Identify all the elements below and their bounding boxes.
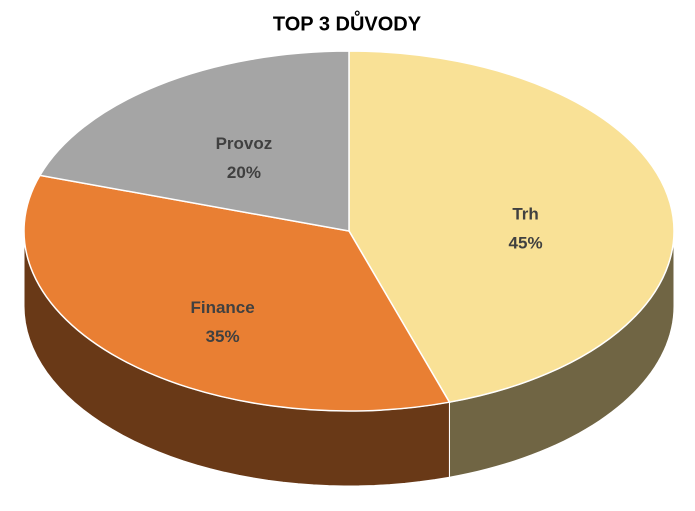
category-label: Trh bbox=[512, 205, 538, 224]
category-label: Provoz bbox=[216, 134, 273, 153]
slice bbox=[38, 50, 350, 232]
category-label: Finance bbox=[190, 298, 254, 317]
value-label: 20% bbox=[227, 163, 261, 182]
value-label: 35% bbox=[206, 327, 240, 346]
slice bbox=[23, 174, 451, 412]
value-label: 45% bbox=[509, 234, 543, 253]
chart-title: TOP 3 DŮVODY bbox=[273, 9, 422, 35]
slice bbox=[348, 50, 675, 404]
